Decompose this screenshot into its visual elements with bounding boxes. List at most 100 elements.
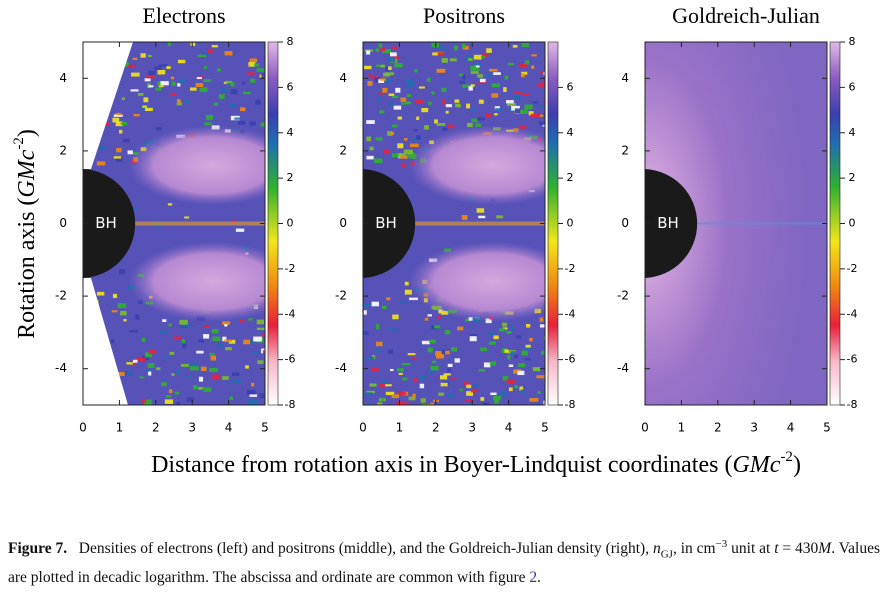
speckle	[203, 387, 212, 392]
colorbar-tick-label: 8	[287, 35, 294, 48]
speckle	[141, 398, 147, 403]
colorbar-tick-label: 6	[287, 80, 294, 93]
panel-title: Positrons	[423, 3, 505, 28]
speckle	[489, 361, 497, 366]
speckle	[482, 402, 490, 405]
speckle	[539, 324, 545, 328]
speckle	[160, 81, 169, 86]
speckle	[506, 100, 514, 104]
speckle	[388, 93, 395, 97]
speckle	[491, 83, 501, 88]
speckle	[383, 149, 390, 155]
colorbar	[829, 41, 841, 406]
speckle	[414, 100, 424, 104]
y-tick-label: -2	[335, 289, 347, 303]
speckle	[171, 373, 175, 376]
speckle	[449, 58, 457, 62]
speckle	[401, 162, 406, 168]
speckle	[413, 129, 419, 132]
speckle	[424, 317, 429, 321]
y-tick-label: -4	[55, 361, 67, 375]
speckle	[505, 331, 512, 334]
speckle	[119, 269, 126, 274]
speckle	[120, 310, 127, 316]
speckle	[148, 85, 154, 88]
speckle	[416, 135, 421, 140]
speckle	[436, 123, 446, 126]
speckle	[520, 389, 525, 394]
speckle	[376, 324, 380, 330]
speckle	[211, 329, 219, 334]
colorbar-tick-label: 6	[567, 80, 574, 93]
colorbar-tick-label: -2	[285, 262, 296, 275]
speckle	[243, 339, 251, 345]
speckle	[445, 104, 452, 108]
colorbar-tick-label: 0	[287, 217, 294, 230]
colorbar-tick-label: -4	[565, 307, 576, 320]
speckle	[225, 80, 232, 84]
speckle	[412, 356, 417, 360]
speckle	[532, 367, 541, 372]
lobe	[128, 241, 265, 322]
speckle	[404, 289, 412, 295]
speckle	[447, 124, 455, 129]
speckle	[113, 114, 123, 117]
speckle	[181, 323, 190, 327]
speckle	[363, 310, 367, 315]
x-tick-label: 2	[152, 421, 160, 435]
speckle	[434, 325, 441, 329]
speckle	[96, 161, 106, 166]
lobe	[128, 125, 265, 206]
y-tick-label: 2	[339, 143, 347, 157]
speckle	[406, 94, 412, 97]
speckle	[196, 350, 204, 354]
speckle	[379, 383, 385, 388]
colorbar-tick-label: 4	[849, 126, 856, 139]
speckle	[222, 321, 231, 325]
speckle	[143, 97, 149, 103]
speckle	[222, 336, 227, 342]
speckle	[539, 317, 544, 322]
speckle	[398, 372, 403, 375]
speckle	[256, 68, 265, 72]
speckle	[508, 387, 513, 392]
speckle	[115, 157, 123, 162]
colorbar-tick-label: -4	[847, 307, 858, 320]
speckle	[260, 122, 265, 127]
void	[83, 42, 133, 170]
speckle	[253, 336, 262, 342]
speckle	[390, 132, 395, 136]
speckle	[197, 386, 204, 390]
speckle	[480, 347, 488, 352]
speckle	[539, 114, 545, 117]
speckle	[392, 46, 398, 51]
speckle	[407, 353, 416, 356]
speckle	[428, 101, 432, 105]
y-tick-label: 2	[621, 143, 629, 157]
speckle	[130, 89, 139, 92]
speckle	[470, 65, 477, 71]
speckle	[464, 318, 470, 322]
speckle	[127, 150, 133, 155]
speckle	[496, 215, 504, 219]
speckle	[478, 368, 486, 372]
speckle	[491, 93, 499, 98]
x-tick-label: 4	[787, 421, 795, 435]
speckle	[375, 48, 380, 53]
colorbar	[267, 41, 279, 406]
speckle	[404, 79, 413, 83]
speckle	[543, 348, 545, 352]
speckle	[111, 310, 118, 313]
speckle	[381, 397, 385, 402]
speckle	[224, 324, 228, 327]
speckle	[419, 376, 426, 381]
speckle	[377, 402, 383, 405]
speckle	[525, 344, 531, 348]
speckle	[443, 373, 451, 376]
speckle	[530, 113, 540, 118]
bh-label: BH	[95, 214, 117, 232]
speckle	[246, 390, 256, 395]
speckle	[519, 125, 527, 129]
speckle	[438, 392, 445, 396]
speckle	[116, 372, 125, 376]
